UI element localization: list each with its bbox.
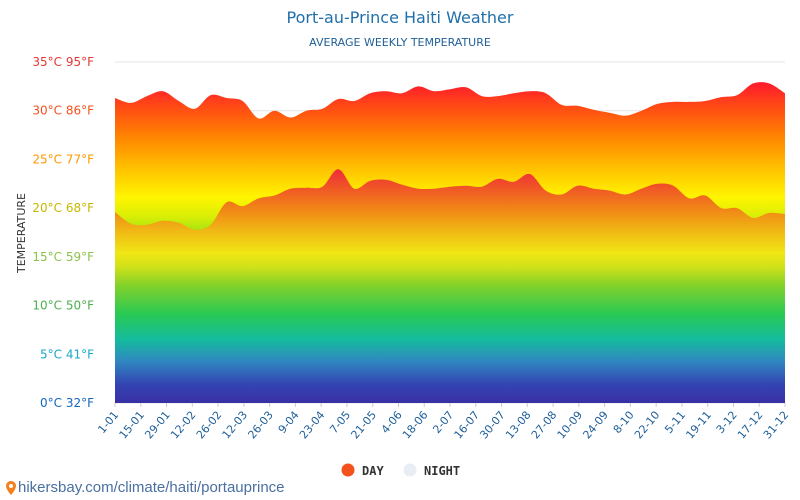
y-tick-label: 25°C 77°F xyxy=(32,152,94,166)
x-tick-label: 16-07 xyxy=(452,409,483,442)
chart-subtitle: AVERAGE WEEKLY TEMPERATURE xyxy=(309,36,491,49)
area-layer xyxy=(115,82,785,404)
x-tick-label: 10-09 xyxy=(555,409,586,442)
night-temperature-area xyxy=(115,169,785,403)
footer-link[interactable]: hikersbay.com/climate/haiti/portauprince xyxy=(18,479,285,496)
y-axis-label: TEMPERATURE xyxy=(15,193,28,274)
night-temperature-shade xyxy=(115,169,785,403)
y-tick-label: 0°C 32°F xyxy=(40,396,94,410)
y-tick-label: 30°C 86°F xyxy=(32,104,94,118)
x-tick-label: 27-08 xyxy=(529,409,560,442)
legend-day-label: DAY xyxy=(362,464,384,478)
chart-title: Port-au-Prince Haiti Weather xyxy=(287,8,514,27)
x-tick-label: 17-12 xyxy=(735,409,766,442)
x-tick-label: 22-10 xyxy=(632,409,663,442)
x-tick-label: 26-02 xyxy=(194,409,225,442)
legend-night-marker xyxy=(403,463,417,477)
x-tick-label: 15-01 xyxy=(117,409,148,442)
footer[interactable]: hikersbay.com/climate/haiti/portauprince xyxy=(6,479,285,496)
x-tick-label: 31-12 xyxy=(761,409,792,442)
legend-night-label: NIGHT xyxy=(424,464,460,478)
legend-day-marker xyxy=(341,463,355,477)
x-tick-label: 29-01 xyxy=(142,409,173,442)
y-tick-label: 35°C 95°F xyxy=(32,55,94,69)
x-tick-label: 12-03 xyxy=(220,409,251,442)
y-axis-ticks: 0°C 32°F 5°C 41°F 10°C 50°F 15°C 59°F 20°C 6… xyxy=(32,55,94,410)
x-tick-label: 24-09 xyxy=(580,409,611,442)
x-tick-label: 30-07 xyxy=(477,409,508,442)
x-tick-label: 19-11 xyxy=(683,409,714,442)
legend-day[interactable]: DAY xyxy=(341,463,385,479)
legend: DAY NIGHT xyxy=(341,463,461,479)
x-tick-label: 26-03 xyxy=(245,409,276,442)
legend-night[interactable]: NIGHT xyxy=(403,463,461,479)
x-tick-label: 12-02 xyxy=(168,409,199,442)
location-pin-icon xyxy=(6,480,16,495)
y-tick-label: 20°C 68°F xyxy=(32,201,94,215)
x-tick-label: 23-04 xyxy=(297,409,328,442)
y-tick-label: 10°C 50°F xyxy=(32,299,94,313)
y-tick-label: 5°C 41°F xyxy=(40,347,94,361)
x-tick-label: 18-06 xyxy=(400,409,431,442)
y-tick-label: 15°C 59°F xyxy=(32,250,94,264)
x-tick-label: 21-05 xyxy=(348,409,379,442)
x-tick-label: 13-08 xyxy=(503,409,534,442)
